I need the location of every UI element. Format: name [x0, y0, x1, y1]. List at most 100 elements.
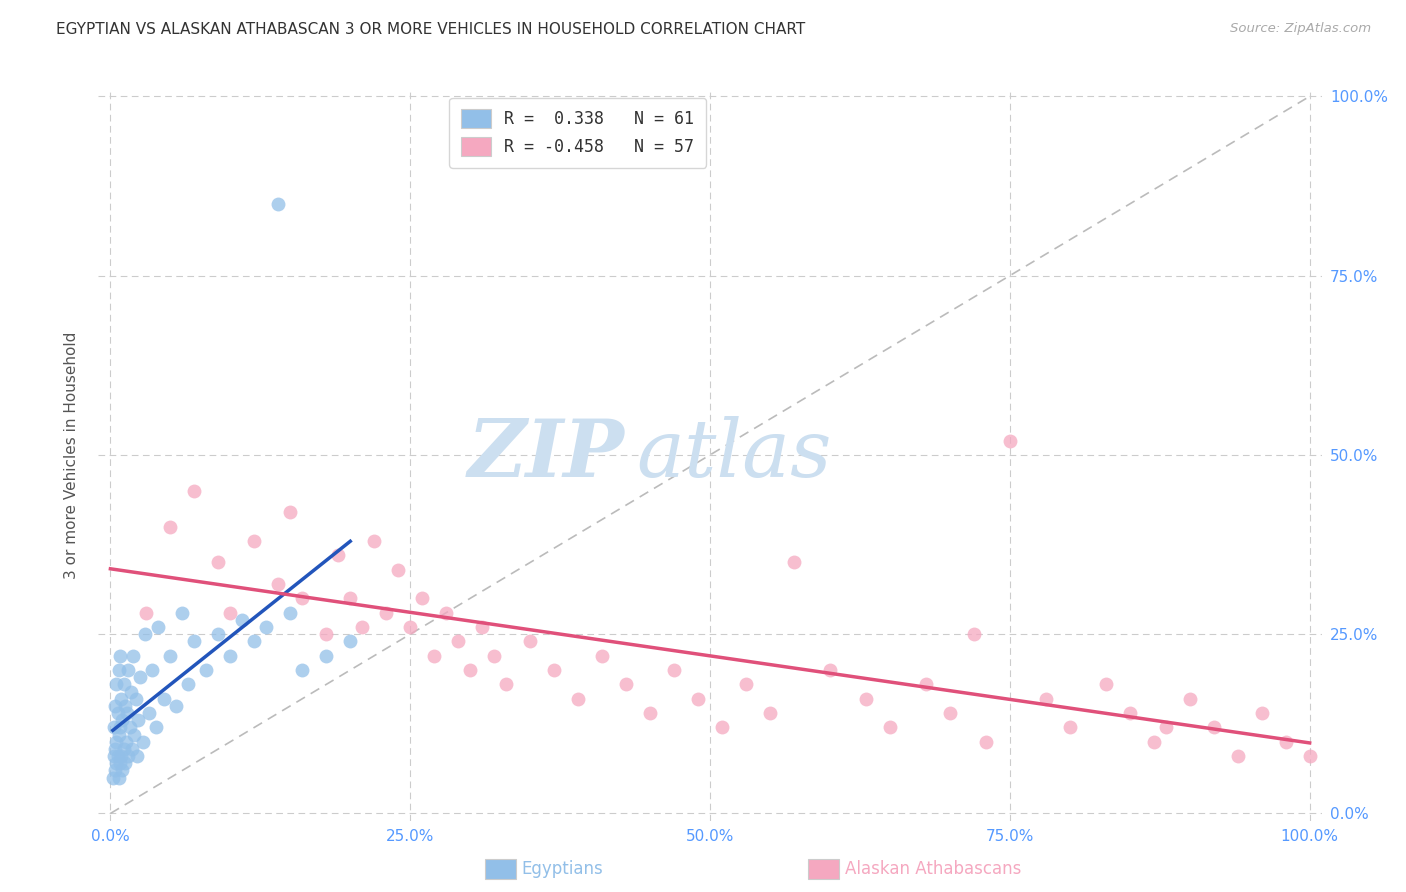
Point [1119, 706, 1142, 720]
Point [148, 620, 170, 634]
Point [104, 764, 127, 778]
Point [495, 677, 517, 691]
Point [567, 691, 589, 706]
Text: Alaskan Athabascans: Alaskan Athabascans [845, 860, 1021, 878]
Point [101, 771, 124, 785]
Point [115, 706, 138, 720]
Point [120, 684, 142, 698]
Point [125, 749, 148, 764]
Point [124, 691, 146, 706]
Point [105, 735, 128, 749]
Point [855, 691, 877, 706]
Point [165, 698, 187, 713]
Point [207, 556, 229, 570]
Point [963, 627, 986, 641]
Point [482, 648, 505, 663]
Point [352, 620, 374, 634]
Point [110, 691, 132, 706]
Point [111, 713, 134, 727]
Point [111, 764, 134, 778]
Point [103, 720, 125, 734]
Point [219, 606, 242, 620]
Point [375, 606, 398, 620]
Point [108, 756, 131, 771]
Point [711, 720, 734, 734]
Point [434, 606, 457, 620]
Point [231, 613, 253, 627]
Point [998, 434, 1021, 448]
Point [177, 677, 200, 691]
Point [1154, 720, 1177, 734]
Point [328, 549, 350, 563]
Point [108, 663, 131, 677]
Point [153, 691, 176, 706]
Point [759, 706, 782, 720]
Point [219, 648, 242, 663]
Point [243, 533, 266, 548]
Point [662, 663, 685, 677]
Point [117, 663, 139, 677]
Point [108, 720, 131, 734]
Point [104, 742, 127, 756]
Text: Source: ZipAtlas.com: Source: ZipAtlas.com [1230, 22, 1371, 36]
Point [207, 627, 229, 641]
Point [107, 749, 129, 764]
Point [278, 505, 301, 519]
Point [122, 648, 145, 663]
Point [399, 620, 422, 634]
Point [735, 677, 758, 691]
Point [267, 197, 290, 211]
Point [107, 706, 129, 720]
Point [134, 627, 156, 641]
Legend: R =  0.338   N = 61, R = -0.458   N = 57: R = 0.338 N = 61, R = -0.458 N = 57 [450, 97, 706, 168]
Point [112, 677, 135, 691]
Point [783, 556, 806, 570]
Point [112, 742, 135, 756]
Point [519, 634, 541, 648]
Point [291, 591, 314, 606]
Point [1094, 677, 1116, 691]
Text: ZIP: ZIP [468, 417, 624, 493]
Point [1059, 720, 1081, 734]
Point [172, 606, 194, 620]
Point [132, 735, 155, 749]
Point [127, 713, 149, 727]
Point [108, 648, 131, 663]
Point [1250, 706, 1272, 720]
Point [363, 533, 385, 548]
Point [1298, 749, 1320, 764]
Point [339, 591, 361, 606]
Point [447, 634, 470, 648]
Point [129, 670, 152, 684]
Point [121, 742, 143, 756]
Point [159, 519, 181, 533]
Point [103, 749, 125, 764]
Point [195, 663, 218, 677]
Point [339, 634, 361, 648]
Point [108, 728, 131, 742]
Text: Egyptians: Egyptians [522, 860, 603, 878]
Y-axis label: 3 or more Vehicles in Household: 3 or more Vehicles in Household [65, 331, 79, 579]
Point [458, 663, 481, 677]
Point [315, 648, 337, 663]
Point [114, 756, 136, 771]
Point [183, 483, 205, 498]
Point [879, 720, 901, 734]
Point [387, 563, 409, 577]
Point [1226, 749, 1249, 764]
Point [423, 648, 446, 663]
Point [543, 663, 565, 677]
Point [115, 735, 138, 749]
Point [183, 634, 205, 648]
Point [105, 756, 128, 771]
Point [638, 706, 661, 720]
Point [471, 620, 494, 634]
Point [1178, 691, 1201, 706]
Point [939, 706, 962, 720]
Point [1143, 735, 1166, 749]
Point [278, 606, 301, 620]
Point [104, 698, 127, 713]
Point [915, 677, 938, 691]
Point [117, 749, 139, 764]
Point [114, 698, 136, 713]
